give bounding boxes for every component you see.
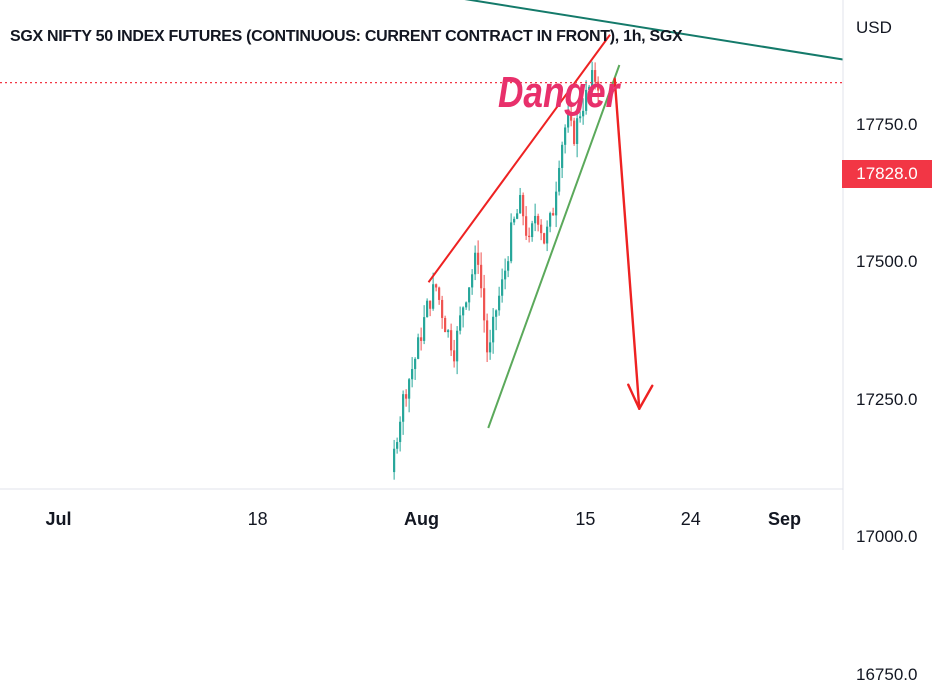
candle-body (573, 120, 576, 144)
candle-body (444, 317, 447, 333)
candle-body (525, 216, 528, 236)
candle-body (432, 284, 435, 309)
candle-body (558, 167, 561, 192)
candle-body (534, 215, 537, 224)
candle-body (420, 337, 423, 341)
candle-body (429, 300, 432, 309)
candle-body (453, 350, 456, 362)
trendline-long-resistance (464, 0, 844, 61)
price-tick-label: 17000.0 (856, 527, 918, 546)
candle-body (528, 235, 531, 238)
candle-body (531, 223, 534, 238)
candle-body (495, 310, 498, 317)
candle-body (414, 358, 417, 370)
candle-body (540, 224, 543, 234)
candle-body (519, 195, 522, 214)
candle-body (426, 300, 429, 318)
candle-body (480, 264, 483, 289)
arrow-layer (613, 77, 654, 410)
time-tick-label: Jul (45, 509, 72, 529)
down-arrow-head (627, 383, 654, 410)
candle-body (570, 114, 573, 121)
candle-body (510, 222, 513, 262)
price-tick-label: 17250.0 (856, 389, 918, 409)
price-tick-label: 17500.0 (856, 252, 918, 271)
candle-body (537, 215, 540, 225)
candle-body (483, 288, 486, 321)
candle-body (582, 110, 585, 117)
candle-body (567, 114, 570, 128)
candle-body (459, 315, 462, 331)
candle-body (504, 270, 507, 280)
trendline-wedge-upper (427, 34, 611, 283)
candle-body (423, 317, 426, 341)
candle-body (402, 394, 405, 422)
candles-layer (393, 61, 600, 480)
candle-body (438, 287, 441, 300)
candle-body (522, 195, 525, 217)
candle-body (447, 330, 450, 333)
candle-body (399, 421, 402, 443)
candle-body (549, 213, 552, 227)
candle-body (585, 89, 588, 111)
time-tick-label: 15 (575, 509, 596, 529)
candle-body (477, 252, 480, 265)
danger-annotation[interactable]: Danger (498, 68, 620, 117)
time-tick-label: 18 (247, 509, 268, 529)
candle-body (597, 81, 600, 91)
candle-body (516, 213, 519, 219)
chart-title: SGX NIFTY 50 INDEX FUTURES (CONTINUOUS: … (10, 28, 683, 45)
candle-body (393, 448, 396, 473)
candle-body (417, 337, 420, 359)
candle-body (498, 295, 501, 311)
candle-body (441, 299, 444, 318)
candle-body (507, 261, 510, 271)
candle-body (435, 284, 438, 288)
candle-body (474, 252, 477, 275)
currency-label[interactable]: USD (856, 18, 892, 37)
candle-body (471, 274, 474, 288)
candle-body (489, 342, 492, 353)
last-price-tag: 17828.0 (842, 160, 932, 188)
candle-body (468, 287, 471, 303)
candle-body (486, 320, 489, 353)
trendline-wedge-lower (487, 64, 621, 429)
candle-body (405, 394, 408, 399)
candle-body (543, 233, 546, 244)
price-chart[interactable] (0, 0, 932, 550)
candle-body (555, 191, 558, 216)
candle-body (552, 213, 555, 216)
price-tick-label: 17750.0 (856, 114, 918, 134)
candle-body (513, 218, 516, 223)
candle-body (579, 116, 582, 119)
time-tick-label: Aug (404, 509, 439, 529)
candle-body (594, 70, 597, 82)
candle-body (456, 330, 459, 362)
down-arrow-shaft (613, 77, 641, 410)
candle-body (546, 226, 549, 244)
candle-body (408, 379, 411, 399)
candle-body (465, 302, 468, 308)
trendlines-layer (427, 0, 844, 429)
candle-body (588, 86, 591, 90)
candle-body (396, 442, 399, 449)
time-tick-label: Sep (767, 509, 801, 529)
candle-body (450, 330, 453, 351)
candle-body (501, 279, 504, 296)
price-tick-label: 16750.0 (856, 664, 918, 684)
candle-body (492, 316, 495, 343)
candle-body (411, 369, 414, 380)
time-tick-label: 24 (680, 509, 701, 529)
candle-body (564, 127, 567, 145)
candle-body (561, 144, 564, 168)
candle-body (591, 70, 594, 87)
candle-body (462, 307, 465, 316)
candle-body (576, 118, 579, 144)
